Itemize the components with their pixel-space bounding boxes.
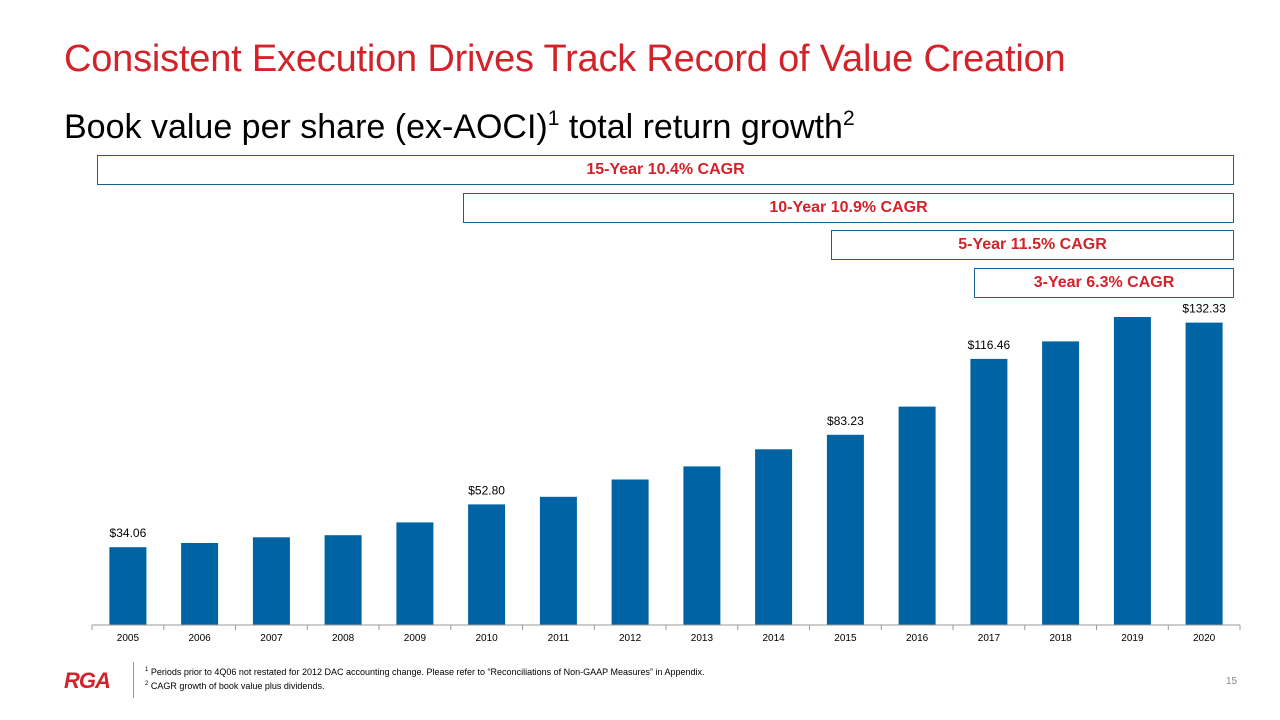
x-tick-2010: 2010 — [475, 633, 498, 644]
bar-2016 — [898, 406, 936, 625]
x-tick-2018: 2018 — [1049, 633, 1072, 644]
page-number: 15 — [1226, 676, 1238, 687]
data-label-2010: $52.80 — [468, 483, 505, 497]
data-label-2005: $34.06 — [110, 526, 147, 540]
bar-2007 — [252, 537, 290, 625]
slide-title: Consistent Execution Drives Track Record… — [64, 38, 1066, 80]
x-tick-2012: 2012 — [619, 633, 642, 644]
cagr-15-year-box: 15-Year 10.4% CAGR — [97, 155, 1234, 185]
footnotes: 1 Periods prior to 4Q06 not restated for… — [145, 665, 705, 693]
bar-2019 — [1113, 317, 1151, 625]
bar-2017 — [970, 358, 1008, 625]
subtitle-main: Book value per share (ex-AOCI) — [64, 108, 548, 146]
x-tick-2009: 2009 — [404, 633, 427, 644]
footer-divider — [133, 662, 134, 698]
bar-2010 — [468, 504, 506, 625]
footnote-1: 1 Periods prior to 4Q06 not restated for… — [145, 667, 705, 677]
cagr-10-year-box: 10-Year 10.9% CAGR — [463, 193, 1234, 223]
data-label-2020: $132.33 — [1182, 302, 1226, 316]
bar-2009 — [396, 522, 434, 625]
bar-2018 — [1042, 341, 1080, 625]
cagr-15-year-label: 15-Year 10.4% CAGR — [586, 161, 745, 178]
bar-2006 — [181, 543, 219, 625]
subtitle-footnote-2: 2 — [842, 107, 855, 130]
x-tick-2014: 2014 — [762, 633, 785, 644]
bar-2014 — [755, 449, 793, 625]
bar-2011 — [539, 496, 577, 625]
x-tick-2017: 2017 — [978, 633, 1001, 644]
x-tick-2016: 2016 — [906, 633, 929, 644]
cagr-5-year-box: 5-Year 11.5% CAGR — [831, 230, 1234, 260]
bar-2020 — [1185, 322, 1223, 625]
x-tick-2019: 2019 — [1121, 633, 1144, 644]
x-tick-2015: 2015 — [834, 633, 857, 644]
bar-2013 — [683, 466, 721, 625]
data-label-2015: $83.23 — [827, 414, 864, 428]
bar-2015 — [826, 434, 864, 625]
x-tick-2005: 2005 — [117, 633, 140, 644]
cagr-5-year-label: 5-Year 11.5% CAGR — [958, 236, 1107, 253]
x-tick-2008: 2008 — [332, 633, 355, 644]
subtitle-footnote-1: 1 — [547, 107, 560, 130]
footnote-2: 2 CAGR growth of book value plus dividen… — [145, 681, 325, 691]
slide-subtitle: Book value per share (ex-AOCI)1 total re… — [64, 108, 855, 147]
subtitle-tail: total return growth — [559, 108, 843, 146]
bar-2005 — [109, 547, 147, 625]
cagr-10-year-label: 10-Year 10.9% CAGR — [769, 199, 928, 216]
x-tick-2013: 2013 — [691, 633, 714, 644]
cagr-3-year-box: 3-Year 6.3% CAGR — [974, 268, 1234, 298]
data-label-2017: $116.46 — [968, 338, 1011, 352]
cagr-3-year-label: 3-Year 6.3% CAGR — [1033, 274, 1175, 291]
x-tick-2020: 2020 — [1193, 633, 1216, 644]
bar-2008 — [324, 535, 362, 625]
bar-2012 — [611, 479, 649, 625]
x-tick-2006: 2006 — [188, 633, 211, 644]
x-tick-2011: 2011 — [548, 633, 570, 644]
rga-logo: RGA — [64, 668, 111, 693]
x-tick-2007: 2007 — [260, 633, 283, 644]
